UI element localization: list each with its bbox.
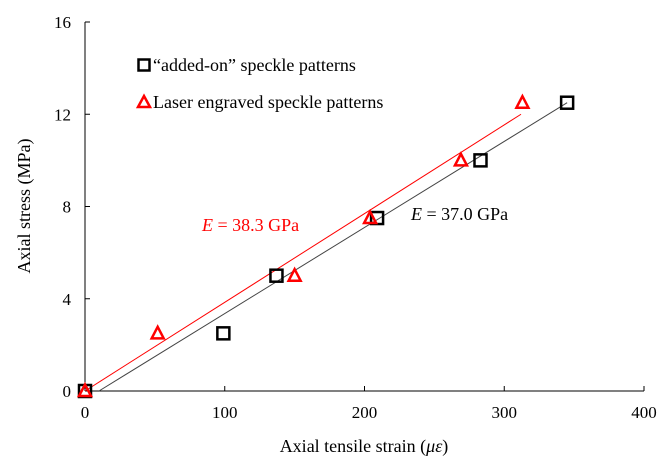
data-point-laser bbox=[76, 381, 94, 398]
data-point-laser bbox=[514, 93, 531, 109]
data-point-added-on bbox=[473, 153, 488, 168]
legend-label-added-on: “added-on” speckle patterns bbox=[153, 55, 356, 75]
data-points bbox=[76, 93, 575, 399]
x-tick-label: 300 bbox=[492, 403, 518, 422]
data-point-laser bbox=[452, 151, 469, 167]
annotation-laser-modulus: E = 38.3 GPa bbox=[201, 215, 299, 235]
x-tick-label: 0 bbox=[81, 403, 90, 422]
x-tick-label: 100 bbox=[212, 403, 238, 422]
legend: “added-on” speckle patterns Laser engrav… bbox=[135, 55, 383, 112]
data-point-added-on bbox=[216, 326, 231, 341]
data-point-added-on bbox=[559, 95, 575, 110]
legend-marker-added-on bbox=[137, 58, 151, 72]
fit-line-laser bbox=[84, 113, 522, 392]
y-tick-label: 0 bbox=[63, 382, 72, 401]
y-tick-labels: 0 4 8 12 16 bbox=[54, 13, 72, 401]
axes bbox=[84, 21, 645, 392]
data-point-added-on bbox=[269, 268, 284, 283]
x-tick-labels: 0 100 200 300 400 bbox=[81, 403, 657, 422]
y-axis-label: Axial stress (MPa) bbox=[14, 139, 35, 274]
x-tick-label: 200 bbox=[352, 403, 378, 422]
legend-label-laser: Laser engraved speckle patterns bbox=[153, 92, 383, 112]
data-point-laser bbox=[286, 266, 303, 282]
data-point-laser bbox=[362, 208, 379, 225]
annotation-added-on-modulus: E = 37.0 GPa bbox=[410, 204, 508, 224]
y-tick-label: 4 bbox=[63, 290, 72, 309]
y-tick-label: 8 bbox=[63, 198, 72, 217]
legend-marker-laser bbox=[135, 93, 153, 109]
y-tick-label: 16 bbox=[54, 13, 71, 32]
fit-lines bbox=[84, 102, 568, 392]
fit-line-added-on bbox=[98, 102, 568, 392]
x-tick-label: 400 bbox=[631, 403, 657, 422]
y-tick-label: 12 bbox=[54, 105, 71, 124]
data-point-laser bbox=[149, 324, 166, 340]
x-axis-label: Axial tensile strain (με) bbox=[280, 436, 449, 457]
